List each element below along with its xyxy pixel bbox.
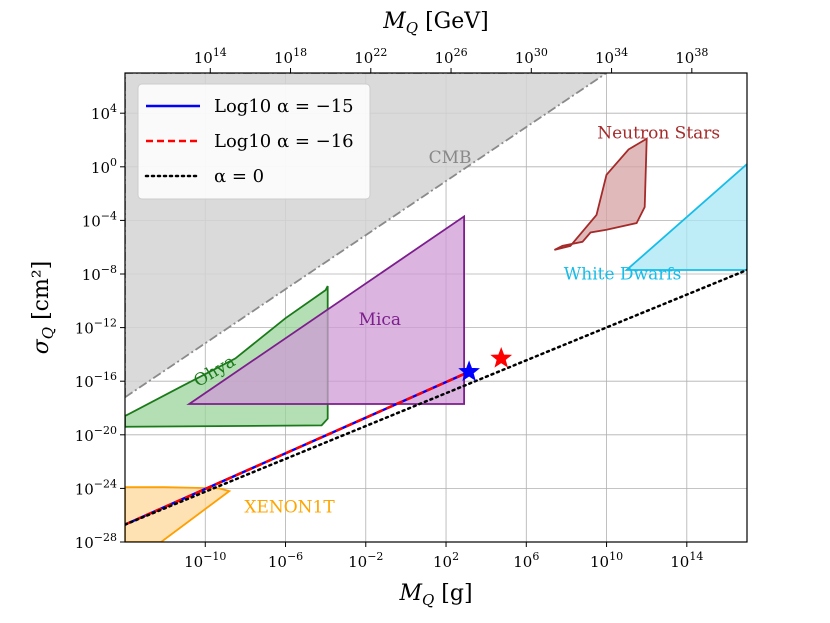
top-tick-label: 1018 — [274, 46, 307, 67]
y-axis-title: σQ [cm²] — [29, 261, 57, 355]
label-white-dwarfs: White Dwarfs — [564, 264, 682, 284]
label-xenon1t: XENON1T — [244, 498, 335, 518]
x-tick-label: 10−6 — [268, 550, 303, 571]
red-star-marker — [490, 346, 513, 368]
top-tick-label: 1022 — [354, 46, 387, 67]
y-tick-label: 10−24 — [75, 477, 117, 498]
series-line-dotted — [125, 268, 747, 526]
label-cmb: CMB — [429, 148, 472, 168]
legend-label: Log10 α = −15 — [214, 96, 354, 117]
region-neutron-stars — [553, 137, 648, 251]
legend: Log10 α = −15 Log10 α = −16 α = 0 — [137, 83, 371, 200]
region-mica — [186, 214, 466, 405]
region-xenon1t — [125, 486, 232, 542]
y-tick-label: 10−20 — [75, 424, 117, 445]
legend-label: Log10 α = −16 — [214, 131, 354, 152]
y-tick-label: 10−12 — [75, 317, 117, 338]
x-tick-label: 10−2 — [348, 550, 383, 571]
top-tick-label: 1034 — [595, 46, 628, 67]
x-tick-label: 102 — [433, 550, 459, 571]
x-tick-label: 106 — [513, 550, 539, 571]
y-tick-label: 100 — [91, 156, 117, 177]
blue-star-marker — [458, 360, 480, 382]
y-tick-label: 10−8 — [82, 263, 117, 284]
legend-box — [137, 83, 371, 200]
legend-label: α = 0 — [214, 166, 264, 187]
region-white-dwarfs — [624, 162, 747, 271]
series-line-dashed — [125, 370, 470, 526]
top-tick-label: 1026 — [435, 46, 468, 67]
top-tick-label: 1038 — [675, 46, 708, 67]
y-tick-label: 10−28 — [75, 531, 117, 552]
y-tick-label: 10−16 — [75, 370, 117, 391]
x-axis-title: MQ [g] — [398, 581, 472, 609]
plot-frame — [124, 72, 748, 543]
x-tick-label: 1014 — [670, 550, 703, 571]
top-tick-label: 1030 — [515, 46, 548, 67]
x-tick-label: 10−10 — [184, 550, 226, 571]
y-tick-label: 104 — [91, 102, 117, 123]
x-tick-label: 1010 — [590, 550, 623, 571]
series-lines — [125, 268, 747, 526]
top-tick-label: 1014 — [194, 46, 227, 67]
label-neutron-stars: Neutron Stars — [597, 124, 720, 144]
label-mica: Mica — [359, 310, 402, 330]
y-tick-label: 10−4 — [82, 209, 117, 230]
axis-ticks: 10−10 10−6 10−2 102 106 1010 1014 10−28 10−24 10−… — [75, 46, 709, 571]
top-axis-title: MQ [GeV] — [382, 9, 488, 37]
axis-titles: MQ [g] MQ [GeV] σQ [cm²] — [29, 9, 489, 609]
star-markers — [458, 346, 513, 382]
